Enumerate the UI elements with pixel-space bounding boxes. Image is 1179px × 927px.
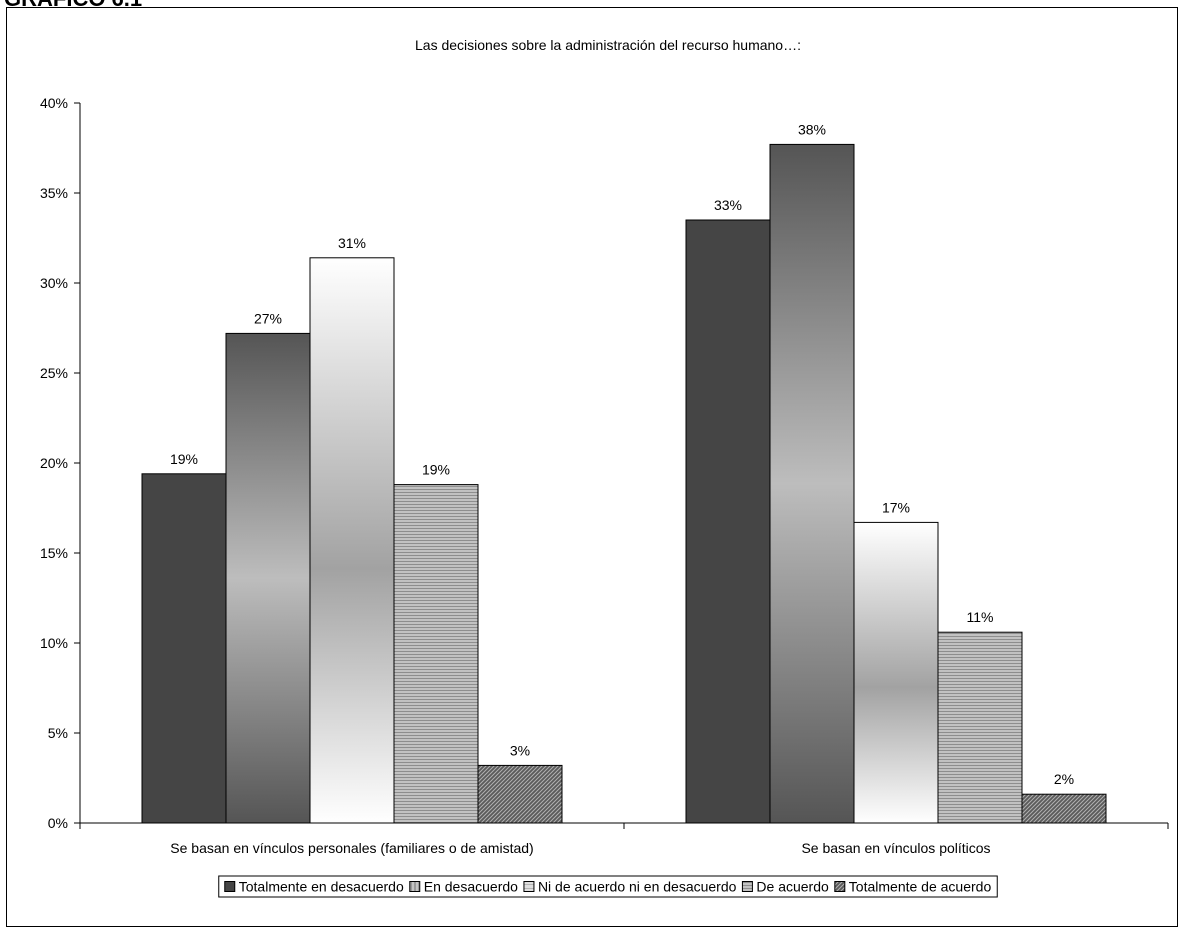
bar-value-label: 2% [1054, 771, 1074, 787]
legend-label-1: Totalmente en desacuerdo [239, 879, 404, 895]
x-axis: Se basan en vínculos personales (familia… [79, 822, 1169, 856]
bar-3-cat-1 [309, 257, 395, 824]
x-category-label: Se basan en vínculos personales (familia… [170, 840, 533, 856]
bar-1-cat-1 [141, 473, 227, 824]
y-tick-label: 5% [48, 725, 68, 741]
bar-chart: Las decisiones sobre la administración d… [40, 37, 1169, 898]
y-tick-label: 0% [48, 815, 68, 831]
bar-4-cat-1 [393, 484, 479, 824]
bars [141, 143, 1107, 824]
bar-value-label: 33% [714, 197, 742, 213]
y-tick-label: 25% [40, 365, 68, 381]
legend-swatch-2 [409, 881, 421, 892]
y-tick-label: 10% [40, 635, 68, 651]
legend-label-3: Ni de acuerdo ni en desacuerdo [538, 879, 737, 895]
bar-5-cat-2 [1021, 793, 1107, 824]
bar-value-label: 11% [967, 609, 994, 625]
bar-value-label: 17% [882, 499, 910, 515]
bar-value-label: 19% [422, 462, 450, 478]
y-tick-label: 35% [40, 185, 68, 201]
bar-5-cat-1 [477, 764, 563, 824]
legend-swatch-4 [741, 881, 753, 892]
bar-3-cat-2 [853, 521, 939, 824]
legend-label-4: De acuerdo [756, 879, 829, 895]
y-tick-label: 40% [40, 95, 68, 111]
legend-label-2: En desacuerdo [424, 879, 518, 895]
x-category-label: Se basan en vínculos políticos [801, 840, 990, 856]
bar-value-label: 27% [254, 310, 282, 326]
chart-title: Las decisiones sobre la administración d… [415, 37, 801, 53]
legend-swatch-5 [834, 881, 846, 892]
y-tick-label: 15% [40, 545, 68, 561]
bar-value-label: 31% [338, 235, 366, 251]
bar-4-cat-2 [937, 631, 1023, 824]
bar-value-label: 19% [170, 451, 198, 467]
bar-value-label: 3% [510, 742, 530, 758]
bar-2-cat-1 [225, 332, 311, 824]
legend-swatch-1 [224, 881, 236, 892]
legend: Totalmente en desacuerdo En desacuerdo Ni … [218, 875, 998, 898]
bar-2-cat-2 [769, 143, 855, 824]
y-tick-label: 30% [40, 275, 68, 291]
y-axis: 0% 5% 10% 15% 20% 25% 30% 35% 40% [40, 95, 81, 831]
figure-heading: GRÁFICO 6.1 [4, 0, 142, 12]
value-labels: 19% 27% 31% 19% 3% 33% 38% 17% 11% 2% [170, 121, 1074, 787]
bar-value-label: 38% [798, 121, 826, 137]
legend-swatch-3 [523, 881, 535, 892]
y-tick-label: 20% [40, 455, 68, 471]
legend-label-5: Totalmente de acuerdo [849, 879, 992, 895]
bar-1-cat-2 [685, 219, 771, 824]
